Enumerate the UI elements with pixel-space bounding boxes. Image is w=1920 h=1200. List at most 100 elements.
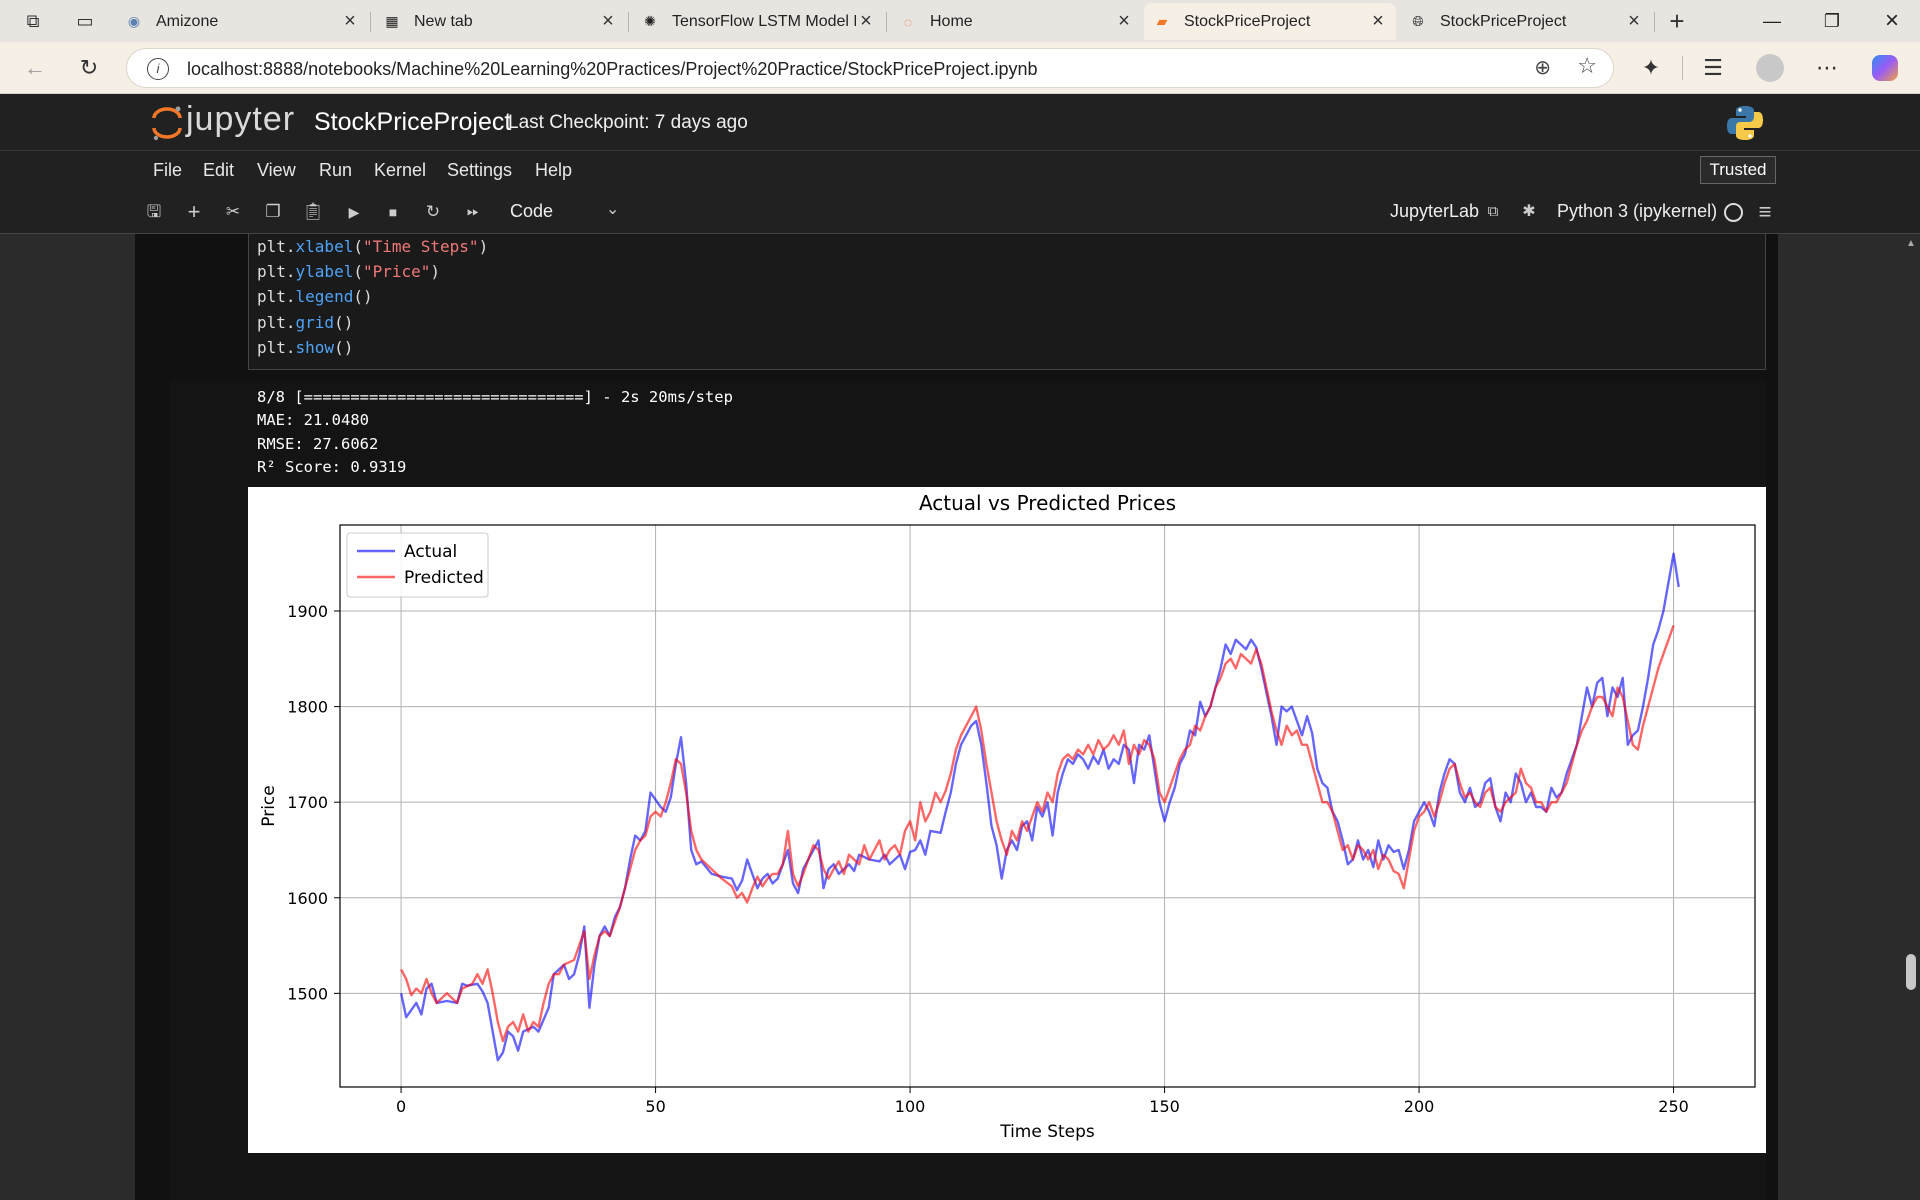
cut-icon[interactable]: ✂ [225, 202, 241, 221]
tab-stockpriceproject-active[interactable]: ▰ StockPriceProject × [1144, 3, 1396, 40]
x-tick-label: 200 [1404, 1097, 1435, 1116]
kernel-name[interactable]: Python 3 (ipykernel) [1557, 201, 1718, 221]
tab-title: StockPriceProject [1440, 12, 1567, 30]
copilot-icon[interactable] [1872, 55, 1898, 81]
hamburger-menu-icon[interactable]: ≡ [1758, 199, 1772, 224]
workspaces-icon[interactable]: ⧉ [26, 11, 40, 31]
chart-title: Actual vs Predicted Prices [919, 491, 1176, 515]
back-icon[interactable]: ← [24, 55, 46, 80]
vertical-tabs-icon[interactable]: ▭ [76, 11, 94, 31]
favorites-icon[interactable]: ☰ [1703, 55, 1723, 80]
notebook-toolbar: 🖫︎ + ✂ ❐ 📋︎ ▶ ■ ↻ ⏩︎ Code ⌄ JupyterLab ⧉… [0, 191, 1920, 234]
y-tick-label: 1700 [287, 793, 328, 812]
last-checkpoint: Last Checkpoint: 7 days ago [508, 112, 748, 133]
code-line: plt.ylabel("Price") [257, 262, 441, 282]
menu-edit[interactable]: Edit [203, 160, 235, 180]
menu-help[interactable]: Help [535, 160, 573, 180]
code-line: plt.show() [257, 337, 354, 357]
output-stream: 8/8 [==============================] - 2… [257, 386, 733, 479]
menu-file[interactable]: File [153, 160, 183, 180]
legend-box [346, 532, 489, 598]
python-logo-icon [1727, 106, 1763, 140]
run-icon[interactable]: ▶ [348, 204, 360, 220]
tab-title: New tab [414, 12, 473, 30]
url-box[interactable]: i localhost:8888/notebooks/Machine%20Lea… [126, 48, 1614, 88]
more-options-icon[interactable]: ⋯ [1816, 55, 1838, 80]
scrollbar-thumb[interactable] [1906, 954, 1916, 990]
copy-icon[interactable]: ❐ [265, 202, 281, 221]
code-cell-input[interactable]: plt.xlabel("Time Steps") plt.ylabel("Pri… [248, 234, 1766, 370]
restart-run-all-icon[interactable]: ⏩︎ [466, 203, 479, 220]
extensions-icon[interactable]: ✦ [1641, 55, 1661, 80]
jupyterlab-link[interactable]: JupyterLab [1390, 201, 1480, 221]
jupyter-notebook-favicon: ▰ [1156, 13, 1168, 29]
menu-view[interactable]: View [257, 160, 296, 180]
tab-separator [1654, 12, 1655, 32]
external-link-icon[interactable]: ⧉ [1487, 203, 1499, 220]
site-info-icon[interactable]: i [147, 58, 169, 80]
close-icon[interactable]: × [860, 10, 872, 32]
insert-cell-icon[interactable]: + [187, 199, 201, 224]
scrollbar-track[interactable]: ▲ [1902, 234, 1920, 1200]
y-tick-label: 1800 [287, 698, 328, 717]
tab-title: Home [930, 12, 973, 30]
chevron-down-icon[interactable]: ⌄ [606, 201, 620, 218]
zoom-icon[interactable]: ⊕ [1534, 57, 1551, 79]
tab-new-tab[interactable]: ▦ New tab × [374, 3, 626, 40]
reload-icon[interactable]: ↻ [79, 55, 99, 80]
save-icon[interactable]: 🖫︎ [146, 202, 162, 221]
legend-label-actual: Actual [404, 542, 457, 562]
cell-type-select[interactable]: Code [510, 201, 554, 221]
restart-icon[interactable]: ↻ [425, 202, 441, 221]
close-icon[interactable]: × [602, 10, 614, 32]
output-r2: R² Score: 0.9319 [257, 457, 407, 476]
amizone-favicon: ◉ [127, 13, 141, 29]
paste-icon[interactable]: 📋︎ [302, 202, 324, 221]
new-tab-plus-icon[interactable]: + [1669, 6, 1685, 36]
code-line: plt.legend() [257, 287, 373, 307]
tab-amizone[interactable]: ◉ Amizone × [116, 3, 368, 40]
code-line: plt.grid() [257, 312, 354, 332]
kernel-status-idle-icon [1724, 203, 1743, 222]
debugger-bug-icon[interactable]: ✱ [1522, 203, 1536, 220]
trusted-badge[interactable]: Trusted [1700, 156, 1776, 184]
x-tick-label: 250 [1658, 1097, 1689, 1116]
x-tick-label: 50 [645, 1097, 665, 1116]
y-tick-label: 1600 [287, 889, 328, 908]
tab-separator [886, 12, 887, 32]
menu-run[interactable]: Run [319, 160, 353, 180]
x-tick-label: 0 [396, 1097, 406, 1116]
favorite-star-icon[interactable]: ☆ [1577, 53, 1597, 78]
stop-icon[interactable]: ■ [388, 204, 398, 220]
close-icon[interactable]: × [1118, 10, 1130, 32]
jupyter-logo-text: jupyter [186, 100, 296, 138]
close-icon[interactable]: × [344, 10, 356, 32]
y-axis-label: Price [259, 785, 279, 826]
tab-separator [628, 12, 629, 32]
address-bar: ← ↻ i localhost:8888/notebooks/Machine%2… [0, 42, 1920, 94]
globe-icon: 🌐︎ [1412, 13, 1424, 29]
menu-settings[interactable]: Settings [447, 160, 513, 180]
tab-strip: ⧉ ▭ ◉ Amizone × ▦ New tab × ✺ TensorFlow… [0, 0, 1920, 42]
tab-tensorflow-lstm[interactable]: ✺ TensorFlow LSTM Model Fit × [632, 3, 884, 40]
toolbar-separator [1682, 56, 1683, 80]
url-text[interactable]: localhost:8888/notebooks/Machine%20Learn… [187, 59, 1038, 79]
close-icon[interactable]: × [1628, 10, 1640, 32]
scroll-up-arrow-icon[interactable]: ▲ [1906, 238, 1916, 249]
notebook-title[interactable]: StockPriceProject [314, 108, 512, 136]
restore-icon[interactable]: ❐ [1823, 11, 1841, 31]
line-chart: Actual vs Predicted Prices 0 50 100 150 200 25… [259, 491, 1756, 1142]
menu-kernel[interactable]: Kernel [374, 160, 427, 180]
code-editor[interactable]: plt.xlabel("Time Steps") plt.ylabel("Pri… [257, 234, 488, 360]
menubar: File Edit View Run Kernel Settings Help … [0, 151, 1920, 191]
close-icon[interactable]: × [1372, 10, 1384, 32]
plot-frame [339, 524, 1756, 1088]
tab-stockpriceproject[interactable]: 🌐︎ StockPriceProject × [1400, 3, 1652, 40]
profile-avatar-icon[interactable] [1756, 54, 1784, 82]
window-close-icon[interactable]: × [1884, 7, 1899, 34]
minimize-icon[interactable]: — [1763, 11, 1781, 31]
new-tab-icon: ▦ [385, 13, 399, 29]
x-axis-label: Time Steps [999, 1122, 1095, 1142]
tab-home[interactable]: ◌ Home × [890, 3, 1142, 40]
